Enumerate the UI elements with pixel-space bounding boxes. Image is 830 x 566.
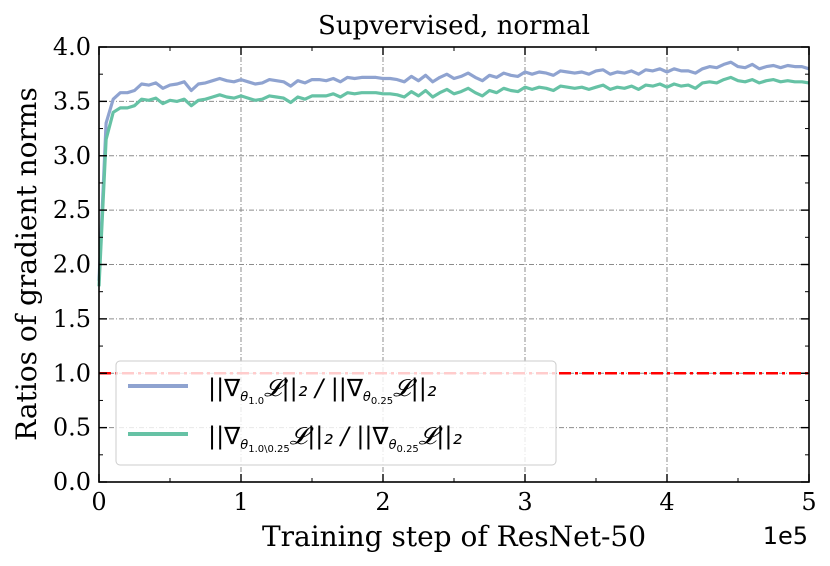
x-tick-label: 2 (375, 488, 390, 516)
series-line-2 (97, 75, 810, 287)
series-group (97, 60, 810, 287)
legend-box (115, 360, 557, 466)
y-tick-label: 0.0 (53, 468, 91, 496)
legend-label-series-1: ||∇θ1.0𝓛||₂ / ||∇θ0.25𝓛||₂ (208, 374, 437, 407)
series-line-1 (97, 60, 810, 281)
ticks-group: 0 1 2 3 4 5 0.0 0.5 1.0 1.5 2.0 2.5 3.0 3.5 4.0 (53, 33, 817, 516)
y-tick-label: 3.0 (53, 142, 91, 170)
y-tick-label: 0.5 (53, 414, 91, 442)
x-tick-label: 0 (91, 488, 106, 516)
y-tick-label: 1.5 (53, 305, 91, 333)
y-tick-label: 1.0 (53, 359, 91, 387)
legend-label-series-2: ||∇θ1.0\0.25𝓛||₂ / ||∇θ0.25𝓛||₂ (208, 422, 462, 455)
x-tick-label: 4 (659, 488, 674, 516)
x-axis-multiplier: 1e5 (763, 522, 808, 550)
x-axis-label: Training step of ResNet-50 (262, 520, 646, 553)
chart-title: Supvervised, normal (318, 11, 590, 41)
x-tick-label: 3 (517, 488, 532, 516)
y-tick-label: 2.0 (53, 251, 91, 279)
y-tick-label: 3.5 (53, 87, 91, 115)
legend: ||∇θ1.0𝓛||₂ / ||∇θ0.25𝓛||₂ ||∇θ1.0\0.25𝓛… (115, 360, 557, 466)
y-axis-label: Ratios of gradient norms (10, 87, 43, 441)
y-tick-label: 4.0 (53, 33, 91, 61)
x-tick-label: 5 (801, 488, 816, 516)
y-tick-label: 2.5 (53, 196, 91, 224)
x-tick-label: 1 (233, 488, 248, 516)
